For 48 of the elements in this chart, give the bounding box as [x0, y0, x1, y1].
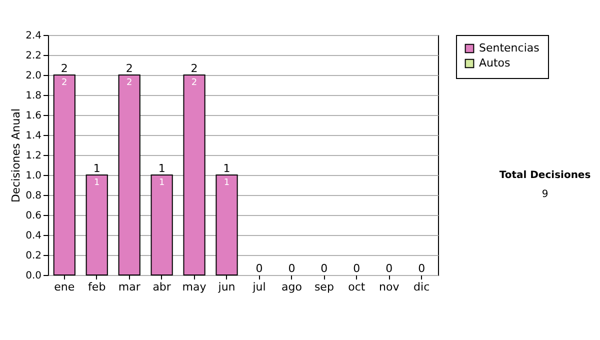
text: 9 [540, 189, 550, 200]
x-tick-label: jun [217, 280, 236, 294]
x-tick-label: feb [88, 280, 106, 294]
x-tick-label: may [182, 280, 207, 294]
y-tick-label: 1.6 [26, 110, 42, 122]
total-label: 2 [126, 62, 133, 75]
y-tick-label: 2.2 [26, 50, 42, 62]
legend-label: Sentencias [479, 42, 540, 54]
total-label: 0 [386, 262, 393, 275]
total-label: 2 [60, 62, 68, 75]
y-tick-label: 0.6 [26, 210, 42, 222]
total-label: 0 [320, 262, 328, 275]
y-tick-label: 1.4 [26, 130, 42, 142]
y-tick-label: 2.0 [26, 70, 42, 82]
total-label: 1 [93, 162, 100, 175]
y-axis-title: Decisiones Anual [10, 108, 23, 203]
x-tick-label: oct [348, 280, 366, 294]
legend-label: Autos [479, 56, 511, 70]
y-tick-label: 2.4 [26, 30, 42, 42]
x-tick-label: mar [118, 280, 141, 294]
data-label: 2 [126, 78, 132, 88]
total-label: 0 [418, 262, 426, 275]
x-tick-label: abr [152, 280, 172, 294]
data-label: 2 [191, 78, 198, 88]
y-tick-label: 1.2 [26, 150, 42, 162]
x-tick-label: dic [414, 280, 430, 294]
total-label: 2 [190, 62, 198, 75]
x-tick-label: jul [252, 280, 266, 294]
x-tick-label: ago [281, 280, 302, 294]
x-tick-label: sep [314, 280, 334, 294]
y-tick-label: 0.8 [26, 190, 42, 202]
data-label: 1 [94, 178, 100, 188]
x-tick-label: ene [54, 280, 75, 294]
total-label: 1 [223, 162, 230, 175]
data-label: 1 [224, 178, 230, 188]
text: Total Decisiones [498, 170, 592, 181]
y-tick-label: 0.0 [26, 270, 42, 282]
total-label: 0 [353, 262, 360, 275]
y-tick-label: 1.0 [26, 170, 42, 182]
y-tick-label: 0.4 [26, 230, 42, 242]
y-tick-label: 1.8 [26, 90, 42, 102]
data-label: 1 [158, 178, 165, 188]
y-tick-label: 0.2 [26, 250, 42, 262]
data-label: 2 [62, 78, 68, 88]
total-label: 0 [288, 262, 296, 275]
x-tick-label: nov [379, 280, 400, 294]
total-label: 1 [158, 162, 166, 175]
total-label: 0 [256, 262, 263, 275]
